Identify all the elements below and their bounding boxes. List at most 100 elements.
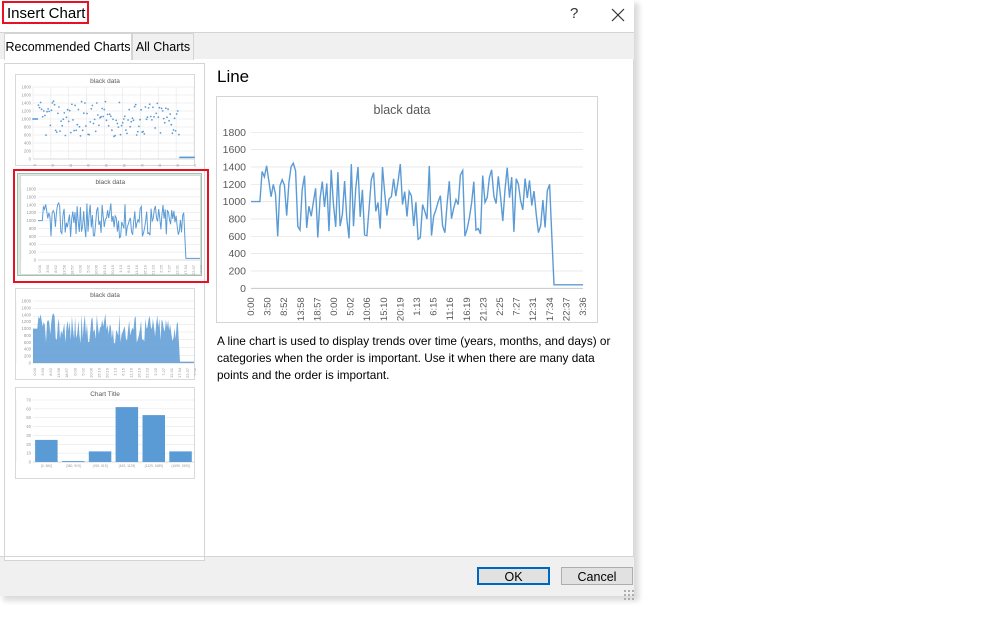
svg-text:1000: 1000 xyxy=(21,326,31,331)
svg-text:0:00: 0:00 xyxy=(72,367,77,376)
svg-text:1000: 1000 xyxy=(21,117,31,122)
svg-text:2:25: 2:25 xyxy=(153,367,158,376)
svg-text:1400: 1400 xyxy=(223,162,247,174)
svg-text:1200: 1200 xyxy=(223,179,247,191)
svg-text:7:27: 7:27 xyxy=(512,297,523,316)
svg-text:1600: 1600 xyxy=(21,93,31,98)
svg-text:0:00: 0:00 xyxy=(37,265,42,274)
svg-text:3:50: 3:50 xyxy=(263,297,274,316)
svg-text:18:57: 18:57 xyxy=(69,265,74,276)
svg-text:0:00: 0:00 xyxy=(246,297,257,316)
svg-text:20:19: 20:19 xyxy=(395,297,406,321)
svg-text:1600: 1600 xyxy=(26,195,36,200)
svg-text:21:23: 21:23 xyxy=(478,297,489,321)
svg-text:180: 180 xyxy=(193,163,196,167)
svg-text:1:13: 1:13 xyxy=(118,265,123,274)
svg-text:1400: 1400 xyxy=(21,101,31,106)
svg-text:1400: 1400 xyxy=(21,312,31,317)
svg-text:1:13: 1:13 xyxy=(113,367,118,376)
svg-text:7:27: 7:27 xyxy=(166,265,171,274)
svg-text:20:19: 20:19 xyxy=(109,265,114,276)
svg-text:800: 800 xyxy=(228,214,246,226)
svg-text:7:27: 7:27 xyxy=(161,367,166,376)
svg-text:40: 40 xyxy=(68,163,73,167)
svg-text:12:31: 12:31 xyxy=(169,367,174,378)
svg-text:3:36: 3:36 xyxy=(199,265,202,274)
svg-text:200: 200 xyxy=(24,353,32,358)
svg-text:10:06: 10:06 xyxy=(362,297,373,321)
svg-text:0:00: 0:00 xyxy=(32,367,37,376)
svg-text:20: 20 xyxy=(50,163,55,167)
svg-text:3:50: 3:50 xyxy=(45,265,50,274)
svg-text:200: 200 xyxy=(28,250,36,255)
svg-text:1200: 1200 xyxy=(21,319,31,324)
svg-text:5:02: 5:02 xyxy=(80,367,85,376)
svg-text:22:37: 22:37 xyxy=(190,265,195,276)
svg-text:22:37: 22:37 xyxy=(561,297,572,321)
svg-text:11:16: 11:16 xyxy=(134,265,139,275)
svg-text:(360, 919]: (360, 919] xyxy=(66,464,81,468)
svg-text:1200: 1200 xyxy=(21,109,31,114)
svg-text:70: 70 xyxy=(26,398,31,403)
svg-text:1600: 1600 xyxy=(223,144,247,156)
svg-text:6:15: 6:15 xyxy=(126,265,131,274)
svg-text:13:58: 13:58 xyxy=(61,265,66,276)
svg-text:18:57: 18:57 xyxy=(64,367,69,378)
svg-text:1000: 1000 xyxy=(223,196,247,208)
svg-text:1800: 1800 xyxy=(21,298,31,303)
svg-text:1800: 1800 xyxy=(223,127,247,139)
svg-text:3:36: 3:36 xyxy=(193,367,196,376)
svg-text:20: 20 xyxy=(26,442,31,447)
svg-text:17:34: 17:34 xyxy=(182,265,187,276)
svg-text:800: 800 xyxy=(24,125,32,130)
svg-text:60: 60 xyxy=(26,406,31,411)
svg-text:600: 600 xyxy=(24,133,32,138)
svg-text:12:31: 12:31 xyxy=(528,297,539,321)
svg-text:(1129, 1689]: (1129, 1689] xyxy=(145,464,163,468)
svg-text:1800: 1800 xyxy=(26,187,36,192)
svg-text:11:16: 11:16 xyxy=(445,297,456,320)
svg-text:13:58: 13:58 xyxy=(56,367,61,378)
svg-text:15:10: 15:10 xyxy=(96,367,101,378)
svg-text:0: 0 xyxy=(32,163,37,166)
svg-text:120: 120 xyxy=(139,163,144,167)
svg-text:600: 600 xyxy=(28,234,36,239)
svg-text:0: 0 xyxy=(29,360,32,365)
svg-text:3:36: 3:36 xyxy=(578,297,589,316)
svg-text:0: 0 xyxy=(29,460,32,465)
svg-text:15:10: 15:10 xyxy=(101,265,106,276)
svg-text:18:57: 18:57 xyxy=(312,297,323,321)
svg-text:8:52: 8:52 xyxy=(53,265,58,274)
svg-text:30: 30 xyxy=(26,433,31,438)
svg-text:0: 0 xyxy=(33,258,36,263)
svg-text:10:06: 10:06 xyxy=(88,367,93,378)
svg-text:black data: black data xyxy=(374,103,431,117)
svg-text:3:50: 3:50 xyxy=(40,367,45,376)
svg-text:400: 400 xyxy=(228,248,246,260)
svg-text:(919, 619]: (919, 619] xyxy=(93,464,108,468)
svg-text:1200: 1200 xyxy=(26,211,36,216)
svg-text:1600: 1600 xyxy=(21,305,31,310)
svg-text:16:19: 16:19 xyxy=(462,297,473,321)
svg-text:0:00: 0:00 xyxy=(77,265,82,274)
svg-text:50: 50 xyxy=(26,415,31,420)
svg-text:1800: 1800 xyxy=(21,85,31,90)
svg-text:[0, 360]: [0, 360] xyxy=(41,464,52,468)
svg-text:12:31: 12:31 xyxy=(174,265,179,276)
svg-text:1000: 1000 xyxy=(26,219,36,224)
svg-text:5:02: 5:02 xyxy=(85,265,90,274)
svg-text:5:02: 5:02 xyxy=(346,297,357,316)
svg-text:800: 800 xyxy=(28,226,36,231)
svg-text:6:15: 6:15 xyxy=(121,367,126,376)
svg-text:0: 0 xyxy=(240,283,246,295)
svg-text:600: 600 xyxy=(228,231,246,243)
svg-text:400: 400 xyxy=(28,242,36,247)
svg-text:400: 400 xyxy=(24,141,32,146)
svg-text:17:34: 17:34 xyxy=(177,367,182,378)
svg-text:20:19: 20:19 xyxy=(105,367,110,378)
svg-text:0: 0 xyxy=(29,157,32,162)
svg-text:160: 160 xyxy=(175,163,180,167)
svg-text:0:00: 0:00 xyxy=(329,297,340,316)
svg-text:40: 40 xyxy=(26,424,31,429)
svg-text:16:19: 16:19 xyxy=(142,265,147,276)
